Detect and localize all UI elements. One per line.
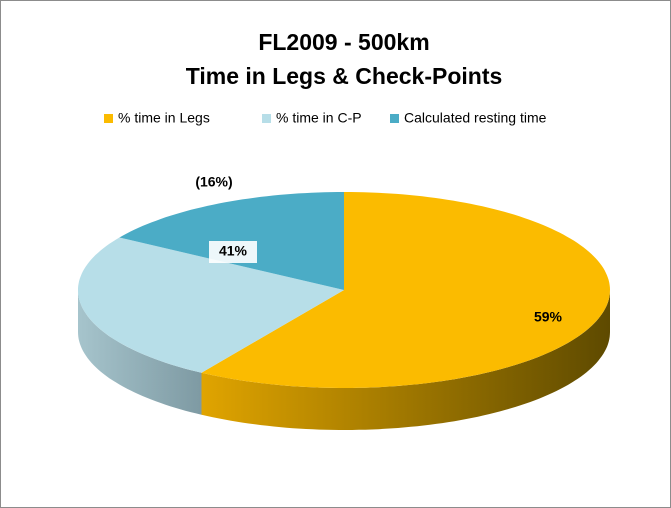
label-box	[209, 241, 257, 263]
slice-side	[201, 290, 610, 430]
chart-title: FL2009 - 500km	[258, 29, 429, 55]
legend-label: Calculated resting time	[404, 110, 547, 126]
legend-swatch	[262, 114, 271, 123]
legend-label: % time in C-P	[276, 110, 362, 126]
data-label: 59%	[534, 309, 563, 325]
legend-label: % time in Legs	[118, 110, 210, 126]
slice	[201, 192, 610, 388]
legend-swatch	[390, 114, 399, 123]
data-label: 41%	[219, 243, 248, 259]
slice-side	[78, 290, 202, 415]
chart-title: Time in Legs & Check-Points	[186, 63, 503, 89]
legend-swatch	[104, 114, 113, 123]
data-label: (16%)	[195, 174, 232, 190]
slice	[78, 237, 344, 373]
